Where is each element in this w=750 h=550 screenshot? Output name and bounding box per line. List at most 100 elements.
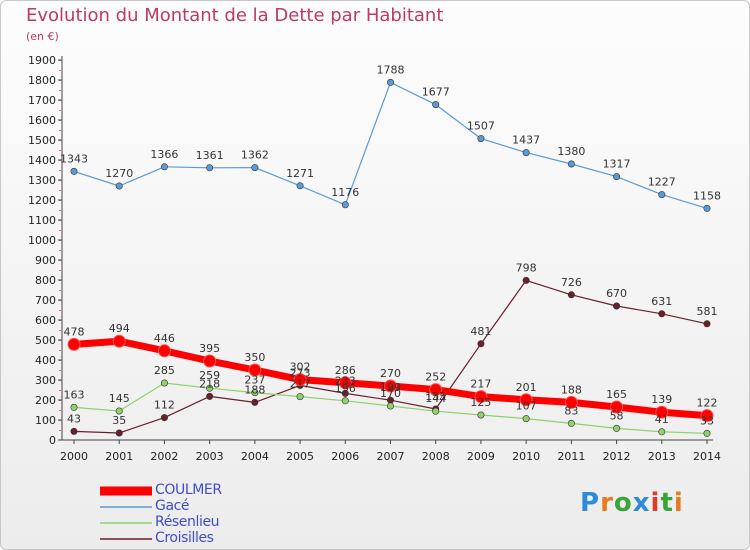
data-point-croisilles xyxy=(567,291,575,299)
data-point-coulmer xyxy=(700,409,714,423)
data-point-coulmer xyxy=(157,344,171,358)
data-label-croisilles: 631 xyxy=(651,295,672,308)
data-point-croisilles xyxy=(613,302,621,310)
data-point-gace xyxy=(115,182,123,190)
x-tick-label: 2011 xyxy=(557,450,585,463)
legend-label-resenlieu: Résenlieu xyxy=(155,514,220,530)
x-tick-label: 2005 xyxy=(286,450,314,463)
data-label-gace: 1317 xyxy=(603,158,631,171)
unit-label: (en €) xyxy=(26,30,59,43)
data-label-croisilles: 233 xyxy=(335,374,356,387)
data-point-gace xyxy=(522,149,530,157)
data-point-gace xyxy=(206,164,214,172)
data-label-coulmer: 188 xyxy=(561,383,582,396)
y-tick-label: 1600 xyxy=(28,114,56,127)
data-point-coulmer xyxy=(610,400,624,414)
x-tick-label: 2014 xyxy=(693,450,721,463)
data-label-resenlieu: 33 xyxy=(700,414,714,427)
data-point-coulmer xyxy=(338,376,352,390)
y-tick-label: 100 xyxy=(35,414,56,427)
data-label-gace: 1362 xyxy=(241,149,269,162)
data-point-resenlieu xyxy=(70,403,78,411)
data-label-coulmer: 494 xyxy=(109,322,130,335)
x-tick-label: 2010 xyxy=(512,450,540,463)
data-label-gace: 1271 xyxy=(286,167,314,180)
data-point-gace xyxy=(567,160,575,168)
data-label-coulmer: 165 xyxy=(606,388,627,401)
data-label-resenlieu: 41 xyxy=(655,413,669,426)
data-label-gace: 1270 xyxy=(105,167,133,180)
legend-label-coulmer: COULMER xyxy=(155,482,222,498)
data-label-coulmer: 270 xyxy=(380,367,401,380)
x-tick-label: 2008 xyxy=(422,450,450,463)
data-label-coulmer: 446 xyxy=(154,332,175,345)
data-point-resenlieu xyxy=(341,397,349,405)
data-point-gace xyxy=(477,135,485,143)
y-tick-label: 200 xyxy=(35,394,56,407)
data-point-resenlieu xyxy=(296,393,304,401)
data-label-coulmer: 139 xyxy=(651,393,672,406)
data-label-resenlieu: 196 xyxy=(335,382,356,395)
data-label-coulmer: 302 xyxy=(290,361,311,374)
data-label-resenlieu: 107 xyxy=(516,400,537,413)
y-tick-label: 1000 xyxy=(28,234,56,247)
y-tick-label: 400 xyxy=(35,354,56,367)
data-point-gace xyxy=(613,173,621,181)
data-label-gace: 1366 xyxy=(150,148,178,161)
y-tick-label: 1300 xyxy=(28,174,56,187)
x-tick-label: 2012 xyxy=(603,450,631,463)
y-tick-label: 0 xyxy=(49,434,56,447)
data-point-coulmer xyxy=(429,383,443,397)
data-point-gace xyxy=(251,164,259,172)
data-point-coulmer xyxy=(203,354,217,368)
data-label-resenlieu: 217 xyxy=(290,378,311,391)
y-tick-label: 1400 xyxy=(28,154,56,167)
data-label-coulmer: 217 xyxy=(470,378,491,391)
data-label-croisilles: 199 xyxy=(380,381,401,394)
logo-letter: o xyxy=(613,488,633,518)
data-label-croisilles: 726 xyxy=(561,276,582,289)
data-point-croisilles xyxy=(206,392,214,400)
data-point-resenlieu xyxy=(432,407,440,415)
y-tick-label: 1700 xyxy=(28,94,56,107)
legend-swatch-resenlieu xyxy=(100,522,152,524)
data-point-gace xyxy=(296,182,304,190)
data-point-croisilles xyxy=(703,320,711,328)
data-point-coulmer xyxy=(384,379,397,393)
data-label-coulmer: 478 xyxy=(64,325,85,338)
data-point-coulmer xyxy=(519,393,533,407)
data-point-resenlieu xyxy=(477,411,485,419)
x-tick-label: 2003 xyxy=(196,450,224,463)
x-tick-label: 2013 xyxy=(648,450,676,463)
proxiti-logo: Proxiti xyxy=(580,488,684,518)
data-point-gace xyxy=(70,167,78,175)
data-label-croisilles: 581 xyxy=(697,305,718,318)
logo-letter: r xyxy=(600,488,614,518)
data-label-resenlieu: 163 xyxy=(64,388,85,401)
data-label-resenlieu: 259 xyxy=(199,369,220,382)
data-label-gace: 1437 xyxy=(512,134,540,147)
x-tick-label: 2000 xyxy=(60,450,88,463)
data-label-coulmer: 286 xyxy=(335,364,356,377)
data-label-croisilles: 798 xyxy=(516,261,537,274)
y-tick-label: 1500 xyxy=(28,134,56,147)
data-point-croisilles xyxy=(70,427,78,435)
data-point-gace xyxy=(341,201,349,209)
y-tick-label: 900 xyxy=(35,254,56,267)
y-tick-label: 700 xyxy=(35,294,56,307)
x-tick-label: 2004 xyxy=(241,450,269,463)
data-label-resenlieu: 170 xyxy=(380,387,401,400)
data-label-gace: 1158 xyxy=(693,189,721,202)
data-label-gace: 1361 xyxy=(196,149,224,162)
x-tick-label: 2006 xyxy=(331,450,359,463)
legend-label-croisilles: Croisilles xyxy=(155,530,214,546)
data-point-resenlieu xyxy=(522,415,530,423)
data-point-resenlieu xyxy=(567,419,575,427)
x-tick-label: 2002 xyxy=(150,450,178,463)
data-label-gace: 1343 xyxy=(60,152,88,165)
data-label-coulmer: 252 xyxy=(425,371,446,384)
data-label-croisilles: 35 xyxy=(112,414,126,427)
data-label-croisilles: 670 xyxy=(606,287,627,300)
y-tick-label: 1800 xyxy=(28,74,56,87)
